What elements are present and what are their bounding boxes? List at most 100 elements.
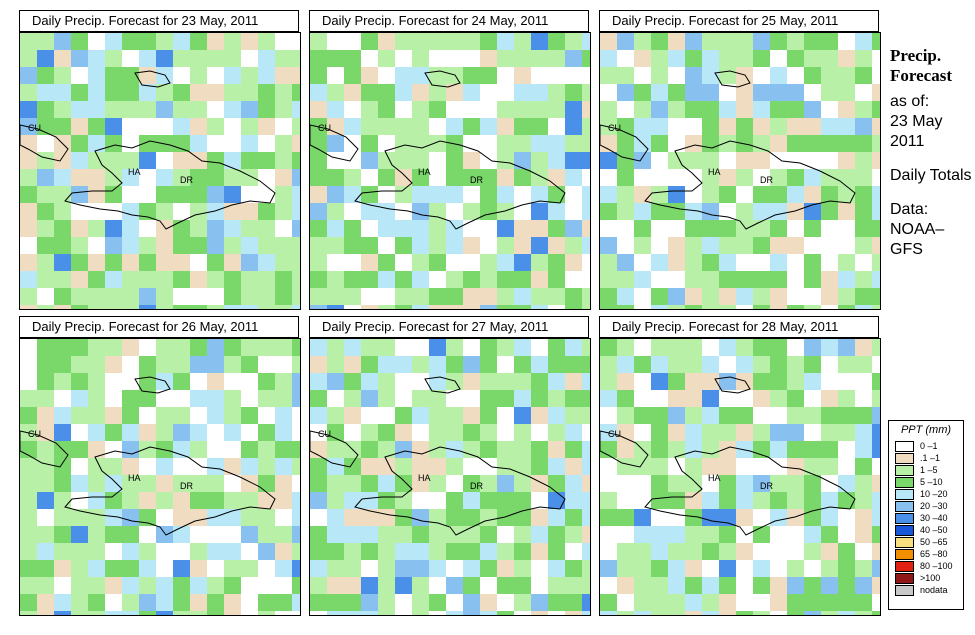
precip-cell <box>617 526 634 543</box>
precip-cell <box>54 560 71 577</box>
precip-cell <box>310 237 327 254</box>
precip-cell <box>395 254 412 271</box>
precip-cell <box>446 594 463 611</box>
precip-cell <box>480 220 497 237</box>
precip-cell <box>395 526 412 543</box>
precip-cell <box>668 84 685 101</box>
precip-cell <box>821 526 838 543</box>
precip-cell <box>838 458 855 475</box>
precip-cell <box>156 339 173 356</box>
precip-cell <box>37 475 54 492</box>
precip-cell <box>258 288 275 305</box>
precip-cell <box>719 407 736 424</box>
precip-cell <box>71 152 88 169</box>
precip-cell <box>88 543 105 560</box>
precip-cell <box>122 101 139 118</box>
precip-cell <box>770 356 787 373</box>
precip-cell <box>71 492 88 509</box>
precip-cell <box>514 203 531 220</box>
precip-cell <box>617 373 634 390</box>
precip-cell <box>275 356 292 373</box>
precip-cell <box>20 101 37 118</box>
precip-cell <box>173 203 190 220</box>
precip-cell <box>139 220 156 237</box>
precip-cell <box>821 254 838 271</box>
precip-cell <box>344 186 361 203</box>
precip-cell <box>173 50 190 67</box>
precip-cell <box>224 254 241 271</box>
precip-cell <box>105 254 122 271</box>
precip-cell <box>770 67 787 84</box>
precip-cell <box>378 339 395 356</box>
precip-cell <box>378 509 395 526</box>
precip-cell <box>753 67 770 84</box>
precip-cell <box>190 577 207 594</box>
precip-cell <box>770 441 787 458</box>
precip-cell <box>241 526 258 543</box>
precip-cell <box>821 220 838 237</box>
precip-cell <box>327 220 344 237</box>
precip-cell <box>787 339 804 356</box>
precip-cell <box>54 475 71 492</box>
precip-cell <box>651 543 668 560</box>
precip-cell <box>173 118 190 135</box>
precip-cell <box>88 220 105 237</box>
precip-cell <box>275 152 292 169</box>
precip-cell <box>395 407 412 424</box>
precip-cell <box>224 356 241 373</box>
precip-cell <box>207 33 224 50</box>
hispaniola-coastline <box>644 446 856 536</box>
puerto-rico-coastline <box>424 70 461 88</box>
precip-cell <box>719 543 736 560</box>
precip-cell <box>122 220 139 237</box>
precip-cell <box>395 560 412 577</box>
precip-cell <box>531 169 548 186</box>
precip-cell <box>412 305 429 309</box>
precip-cell <box>122 475 139 492</box>
precip-cell <box>582 237 590 254</box>
precip-cell <box>736 254 753 271</box>
precip-cell <box>702 152 719 169</box>
precip-cell <box>241 288 258 305</box>
precip-cell <box>275 390 292 407</box>
precip-cell <box>838 356 855 373</box>
precip-cell <box>617 509 634 526</box>
precip-cell <box>634 424 651 441</box>
precip-cell <box>497 339 514 356</box>
precip-cell <box>292 492 300 509</box>
precip-cell <box>582 152 590 169</box>
precip-cell <box>378 373 395 390</box>
hispaniola-coastline <box>64 446 276 536</box>
precip-cell <box>207 458 224 475</box>
precip-cell <box>463 254 480 271</box>
precip-cell <box>412 407 429 424</box>
as-of-date: 23 May 2011 <box>890 113 943 150</box>
precip-cell <box>310 186 327 203</box>
precip-cell <box>685 305 702 309</box>
precip-cell <box>600 305 617 309</box>
precip-cell <box>685 441 702 458</box>
precip-cell <box>787 220 804 237</box>
precip-cell <box>139 390 156 407</box>
precip-cell <box>395 475 412 492</box>
precip-cell <box>310 577 327 594</box>
precip-cell <box>855 67 872 84</box>
precip-cell <box>821 492 838 509</box>
precip-cell <box>514 492 531 509</box>
precip-cell <box>327 50 344 67</box>
precip-cell <box>855 118 872 135</box>
precip-cell <box>531 254 548 271</box>
precip-cell <box>787 271 804 288</box>
precip-cell <box>787 186 804 203</box>
precip-cell <box>122 339 139 356</box>
precip-cell <box>855 152 872 169</box>
precip-cell <box>20 509 37 526</box>
precip-cell <box>224 84 241 101</box>
precip-cell <box>634 271 651 288</box>
precip-cell <box>207 339 224 356</box>
precip-cell <box>634 254 651 271</box>
precip-cell <box>139 424 156 441</box>
precip-cell <box>190 373 207 390</box>
legend-item: 1 –5 <box>895 465 963 477</box>
precip-cell <box>105 118 122 135</box>
